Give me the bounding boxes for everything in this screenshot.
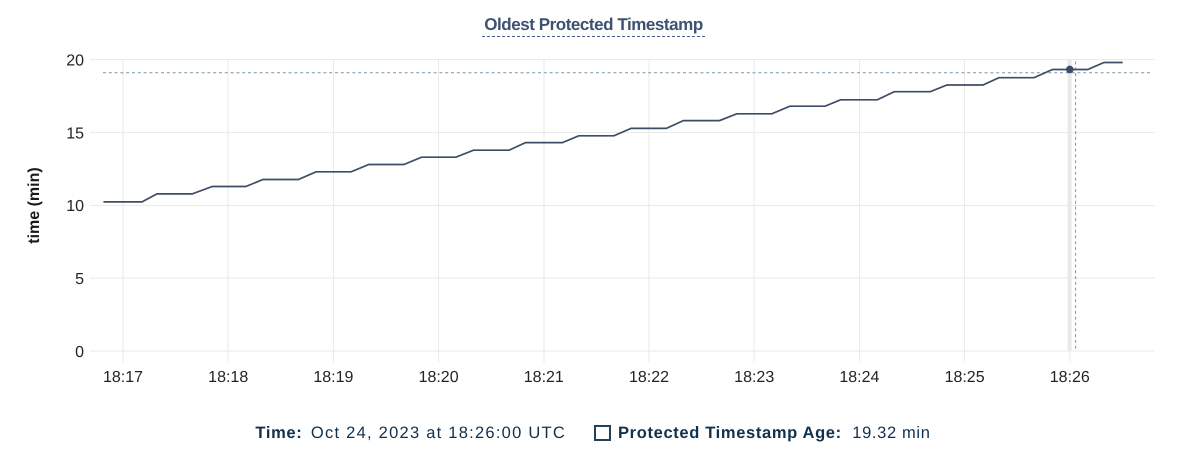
svg-text:5: 5: [75, 271, 84, 288]
svg-text:18:18: 18:18: [208, 369, 248, 386]
svg-text:18:24: 18:24: [839, 369, 879, 386]
svg-text:10: 10: [66, 198, 84, 215]
svg-text:18:21: 18:21: [524, 369, 564, 386]
svg-text:18:26: 18:26: [1050, 369, 1090, 386]
svg-text:18:19: 18:19: [313, 369, 353, 386]
svg-text:20: 20: [66, 53, 84, 70]
svg-text:18:17: 18:17: [103, 369, 143, 386]
svg-text:18:23: 18:23: [734, 369, 774, 386]
svg-text:18:25: 18:25: [945, 369, 985, 386]
svg-text:18:20: 18:20: [419, 369, 459, 386]
svg-text:0: 0: [75, 344, 84, 361]
svg-text:15: 15: [66, 125, 84, 142]
svg-text:18:22: 18:22: [629, 369, 669, 386]
svg-text:time (min): time (min): [26, 167, 43, 243]
